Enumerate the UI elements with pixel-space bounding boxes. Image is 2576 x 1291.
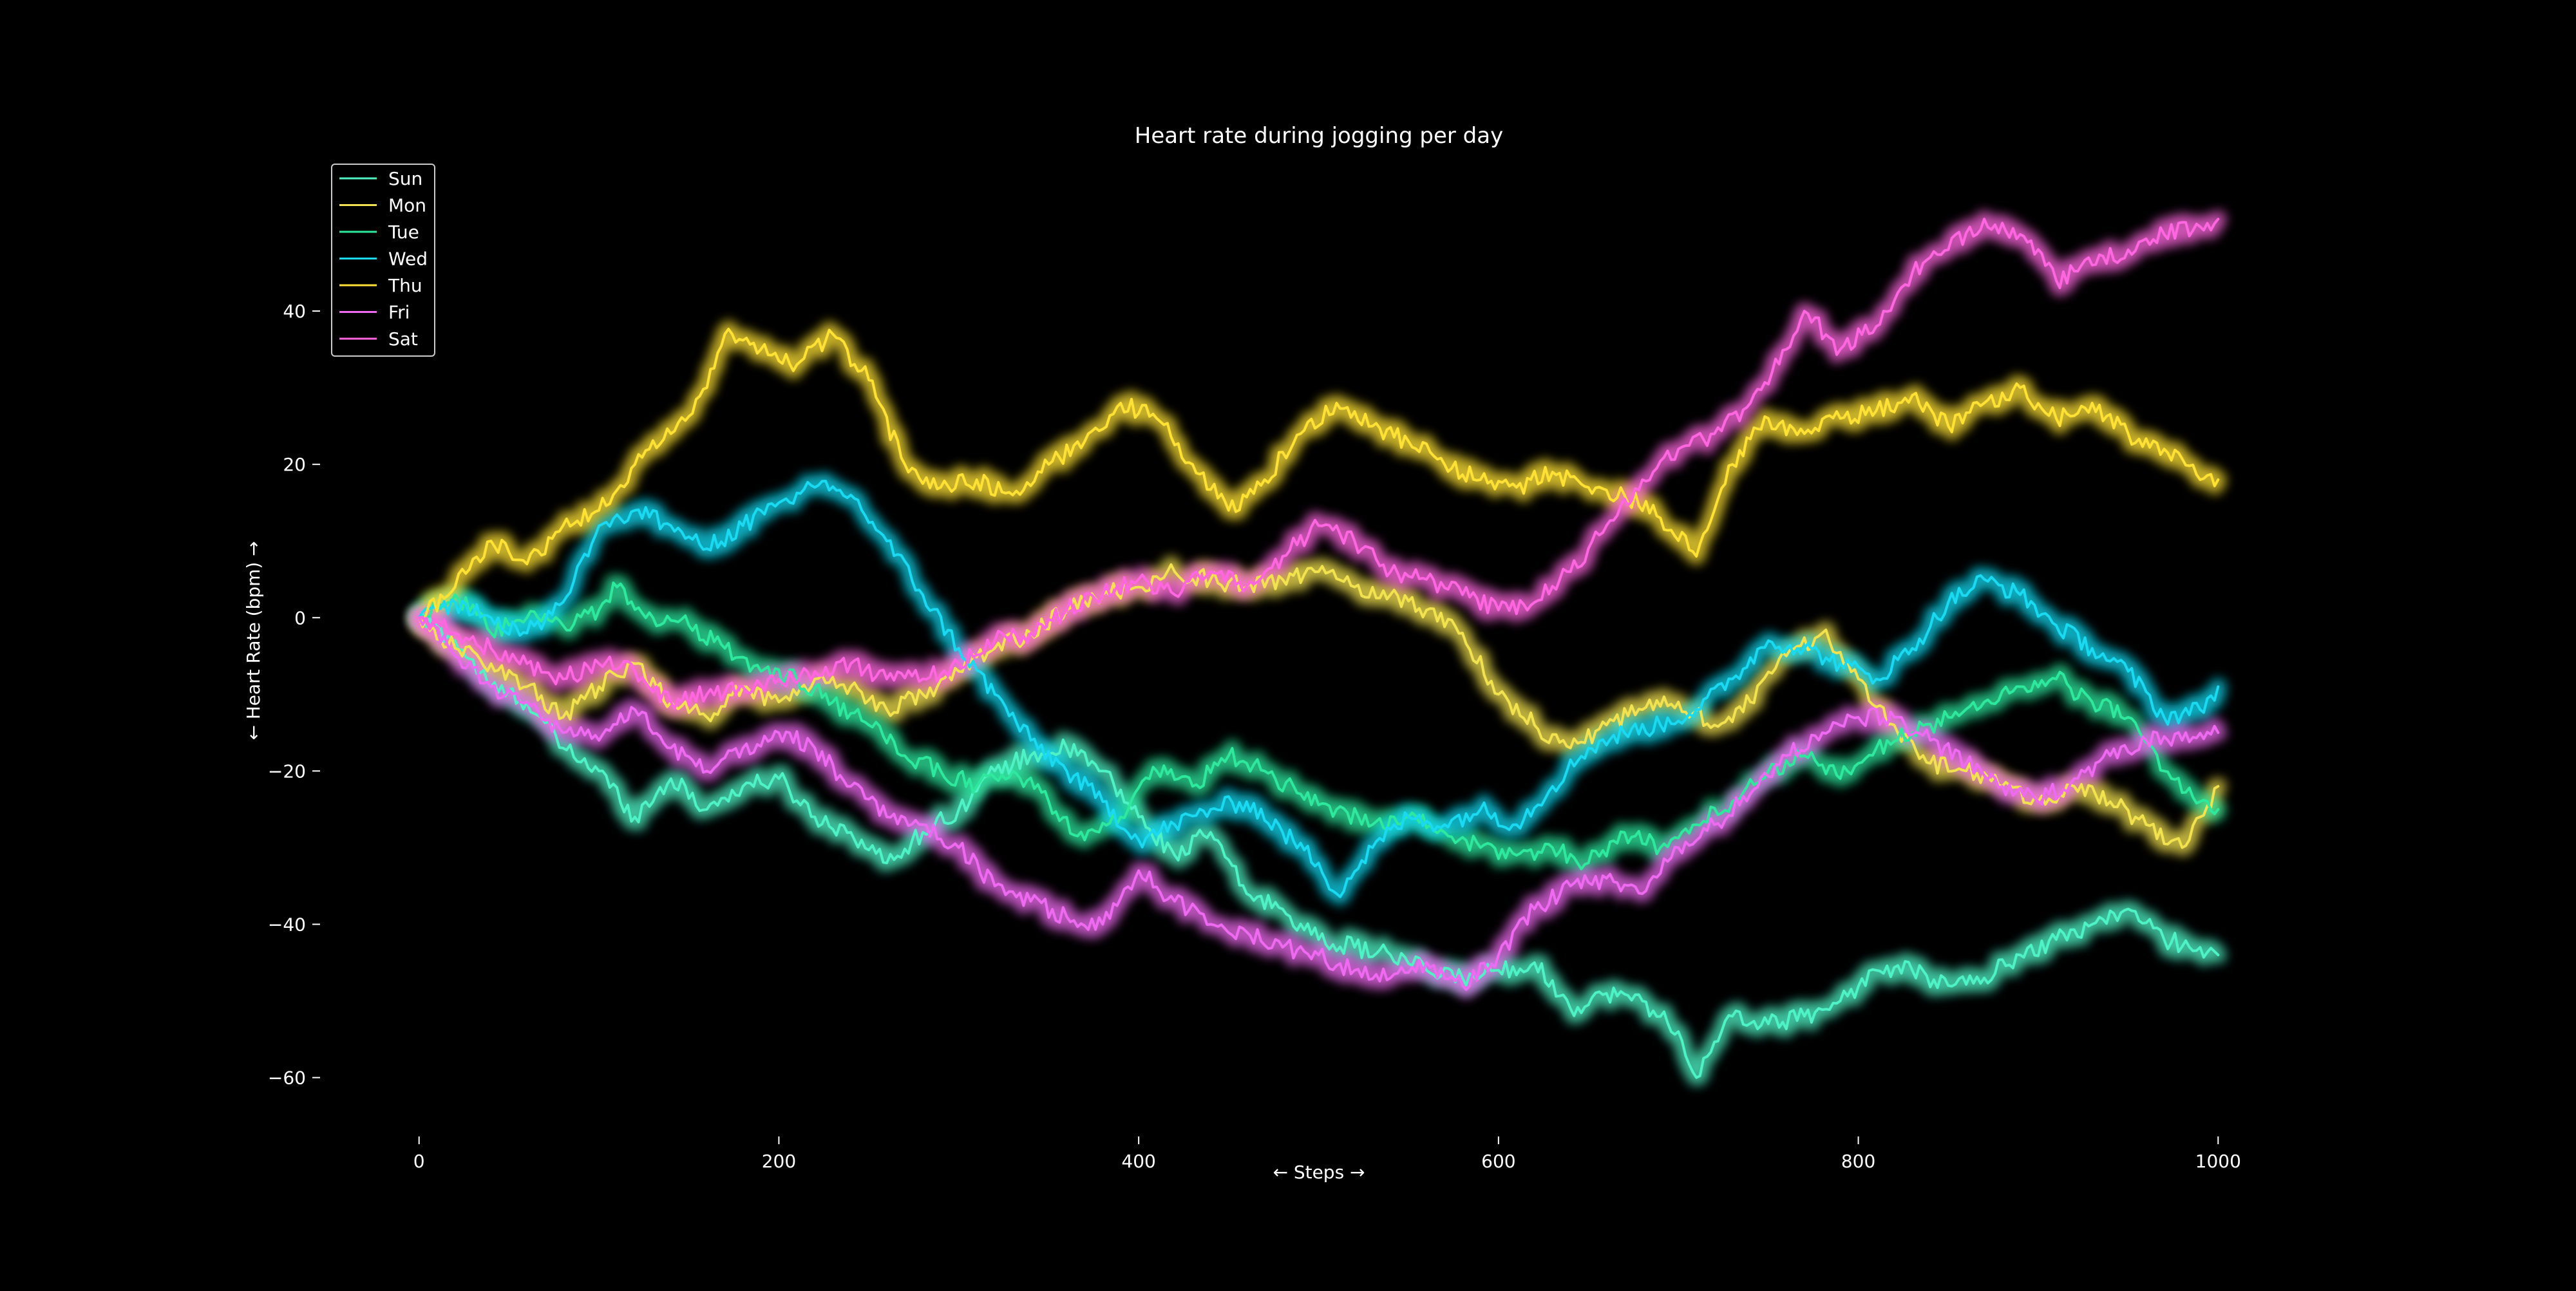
- x-tick-label: 600: [1481, 1151, 1515, 1172]
- y-tick-label: 40: [283, 301, 306, 322]
- legend-label-mon: Mon: [388, 195, 426, 216]
- series-line-tue: [417, 581, 2220, 871]
- x-axis-label: ← Steps →: [1273, 1162, 1365, 1183]
- series-line-thu: [417, 328, 2220, 625]
- legend-label-fri: Fri: [388, 302, 410, 323]
- axes-layer: 0 200 400 600 800 1000 −60 −40 −20 0 20 40: [268, 301, 2241, 1172]
- legend: Sun Mon Tue Wed Thu Fri Sat: [331, 164, 435, 357]
- series-line-sat: [417, 218, 2220, 710]
- x-tick-label: 200: [762, 1151, 796, 1172]
- y-tick-label: −60: [268, 1068, 306, 1089]
- series-line-sun: [417, 612, 2220, 1079]
- series-layer: [417, 218, 2220, 1079]
- x-tick-label: 800: [1841, 1151, 1875, 1172]
- x-tick-label: 1000: [2195, 1151, 2241, 1172]
- x-tick-label: 0: [413, 1151, 425, 1172]
- chart-title: Heart rate during jogging per day: [1135, 123, 1503, 149]
- legend-label-tue: Tue: [388, 221, 419, 243]
- legend-label-sat: Sat: [388, 328, 418, 350]
- y-axis-label: ← Heart Rate (bpm) →: [243, 541, 264, 740]
- series-glow-sun: [412, 606, 2226, 1085]
- series-line-fri: [417, 616, 2220, 991]
- series-glow-thu: [412, 322, 2226, 630]
- y-tick-label: 0: [294, 607, 306, 628]
- series-line-mon: [417, 563, 2220, 849]
- legend-frame: [331, 164, 435, 357]
- y-tick-label: −20: [268, 760, 306, 782]
- series-line-wed: [417, 480, 2220, 898]
- legend-label-thu: Thu: [388, 275, 422, 296]
- glow-layer: [412, 212, 2226, 1085]
- y-tick-label: −40: [268, 914, 306, 935]
- legend-label-sun: Sun: [388, 168, 422, 189]
- y-tick-label: 20: [283, 454, 306, 475]
- x-tick-label: 400: [1121, 1151, 1155, 1172]
- legend-label-wed: Wed: [388, 249, 428, 270]
